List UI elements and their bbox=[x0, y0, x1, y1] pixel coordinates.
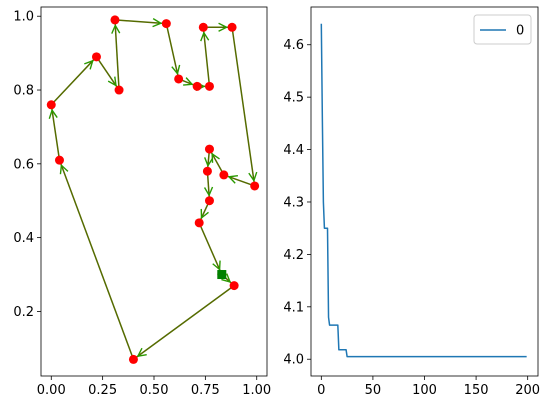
route-arrowhead bbox=[48, 108, 58, 119]
y-tick-label: 4.6 bbox=[283, 38, 304, 53]
cost-plot: 0 50 100 150 200 4.0 4.1 4.2 4.3 4.4 4.5 4.6 0 bbox=[283, 6, 540, 398]
plot-area bbox=[41, 7, 267, 376]
city-point bbox=[198, 22, 208, 32]
city-point bbox=[114, 85, 124, 95]
city-point bbox=[91, 52, 101, 62]
y-tick-label: 0.6 bbox=[13, 157, 34, 172]
x-tick-label: 150 bbox=[464, 383, 489, 398]
route-arrowhead bbox=[212, 260, 221, 271]
route-segment bbox=[133, 284, 235, 360]
city-point bbox=[204, 196, 214, 206]
route-plot: 0.00 0.25 0.50 0.75 1.00 0.2 0.4 0.6 0.8 1.0 bbox=[13, 6, 271, 398]
route-arrowhead bbox=[218, 22, 229, 32]
axes-frame bbox=[310, 6, 539, 377]
route-arrowhead bbox=[203, 186, 214, 197]
city-point bbox=[110, 15, 120, 25]
city-point bbox=[46, 100, 56, 110]
x-tick-label: 0.75 bbox=[191, 383, 220, 398]
city-point bbox=[174, 74, 184, 84]
x-tick-label: 0 bbox=[317, 383, 325, 398]
route-segment bbox=[50, 104, 61, 161]
route-arrowhead bbox=[204, 157, 214, 168]
route-arrowhead bbox=[59, 163, 69, 175]
y-tick-label: 4.3 bbox=[283, 195, 304, 210]
legend-label: 0 bbox=[516, 24, 524, 39]
start-marker bbox=[217, 270, 227, 280]
route-segment bbox=[50, 56, 98, 106]
x-tick-label: 0.00 bbox=[37, 383, 66, 398]
route-arrowhead bbox=[227, 174, 238, 184]
route-arrowhead bbox=[200, 31, 210, 42]
city-point bbox=[204, 81, 214, 91]
x-tick-label: 0.25 bbox=[88, 383, 117, 398]
route-arrowhead bbox=[183, 77, 194, 86]
city-point bbox=[161, 19, 171, 29]
route-segment bbox=[231, 27, 256, 187]
x-tick-label: 0.50 bbox=[140, 383, 169, 398]
route-segment bbox=[114, 19, 167, 25]
axes-frame bbox=[40, 6, 268, 377]
route-arrowhead bbox=[152, 18, 163, 28]
y-tick-label: 0.2 bbox=[13, 305, 34, 320]
route-arrowhead bbox=[111, 23, 121, 34]
y-tick-label: 4.5 bbox=[283, 91, 304, 106]
route-arrowhead bbox=[107, 76, 117, 87]
legend: 0 bbox=[473, 14, 532, 45]
route-segment bbox=[165, 23, 180, 80]
city-point bbox=[250, 181, 260, 191]
x-tick-label: 50 bbox=[365, 383, 382, 398]
route-segment bbox=[198, 222, 223, 275]
route-arrowhead bbox=[200, 208, 209, 220]
y-tick-label: 4.2 bbox=[283, 248, 304, 263]
y-tick-label: 0.4 bbox=[13, 231, 34, 246]
route-segment bbox=[114, 19, 120, 91]
city-point bbox=[54, 155, 64, 165]
route-segment bbox=[202, 27, 211, 87]
route-arrowhead bbox=[171, 64, 181, 76]
city-point bbox=[227, 22, 237, 32]
x-tick-label: 200 bbox=[515, 383, 540, 398]
x-tick-label: 1.00 bbox=[242, 383, 271, 398]
plot-area bbox=[311, 7, 538, 376]
route-arrowhead bbox=[84, 59, 94, 70]
city-point bbox=[204, 144, 214, 154]
city-point bbox=[194, 218, 204, 228]
city-point bbox=[128, 354, 138, 364]
city-point bbox=[202, 166, 212, 176]
cost-line bbox=[320, 23, 527, 358]
y-tick-label: 4.1 bbox=[283, 300, 304, 315]
city-point bbox=[219, 170, 229, 180]
route-arrowhead bbox=[221, 273, 232, 283]
y-tick-label: 4.0 bbox=[283, 353, 304, 368]
y-tick-label: 1.0 bbox=[13, 10, 34, 25]
y-tick-label: 4.4 bbox=[283, 143, 304, 158]
city-point bbox=[192, 81, 202, 91]
route-arrowhead bbox=[136, 347, 147, 358]
route-segment bbox=[58, 159, 135, 360]
city-point bbox=[229, 281, 239, 291]
y-tick-label: 0.8 bbox=[13, 84, 34, 99]
x-tick-label: 100 bbox=[412, 383, 437, 398]
route-arrowhead bbox=[248, 171, 258, 183]
